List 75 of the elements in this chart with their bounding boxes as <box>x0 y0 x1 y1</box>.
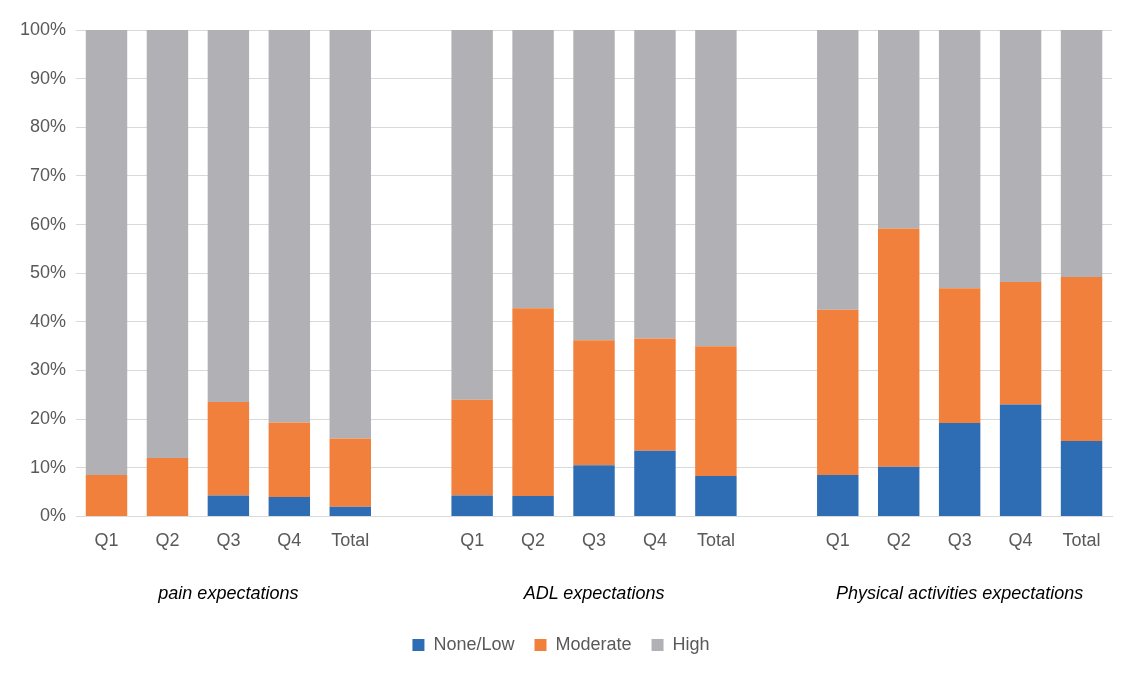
bar <box>999 30 1042 282</box>
bar <box>634 30 676 339</box>
y-tick-label: 100% <box>19 18 67 39</box>
bar <box>268 30 311 423</box>
text: ADL expectations <box>522 583 665 603</box>
y-tick-label: 10% <box>30 456 67 477</box>
x-tick-label: Q3 <box>216 530 241 551</box>
y-tick-label: 0% <box>40 505 67 526</box>
bar <box>817 30 859 310</box>
x-tick-label: Q3 <box>947 530 972 551</box>
x-tick-label: Total <box>696 530 735 551</box>
bar <box>85 475 128 516</box>
x-tick-label: Q2 <box>521 530 546 551</box>
bar <box>512 308 554 496</box>
bar <box>329 30 371 439</box>
bar <box>329 506 371 516</box>
legend-label: None/Low <box>433 633 516 654</box>
bar <box>1060 277 1103 442</box>
legend-label: Moderate <box>555 633 632 654</box>
bar <box>451 495 493 516</box>
bar <box>817 475 859 516</box>
bar <box>1060 30 1103 278</box>
bar <box>573 465 615 516</box>
bar <box>329 438 371 507</box>
x-tick-label: Q2 <box>886 530 911 551</box>
x-tick-label: Q3 <box>582 530 607 551</box>
bar <box>938 30 981 289</box>
x-tick-label: Total <box>331 530 370 551</box>
bar <box>268 422 311 497</box>
bar <box>634 338 676 451</box>
bar <box>877 466 920 516</box>
bar <box>268 496 311 516</box>
bar <box>85 30 128 476</box>
bar <box>877 228 920 467</box>
y-tick-label: 30% <box>30 359 67 380</box>
bar <box>999 281 1042 405</box>
bar <box>146 458 189 516</box>
bar <box>999 404 1042 516</box>
y-tick-label: 80% <box>30 116 67 137</box>
y-tick-label: 70% <box>30 164 67 185</box>
x-tick-label: Q4 <box>1008 530 1033 551</box>
bar <box>451 399 493 496</box>
bar <box>817 309 859 476</box>
x-tick-label: Q1 <box>94 530 119 551</box>
y-tick-label: 40% <box>30 310 67 331</box>
bar <box>634 450 676 516</box>
bar <box>207 495 250 516</box>
bar <box>938 288 981 424</box>
bar <box>573 30 615 341</box>
bar <box>1060 441 1103 516</box>
bar <box>573 340 615 466</box>
y-tick-label: 50% <box>30 262 67 283</box>
bar <box>146 30 189 459</box>
x-tick-label: Q4 <box>642 530 667 551</box>
bar <box>512 30 554 309</box>
y-tick-label: 20% <box>30 408 67 429</box>
bar <box>512 495 554 516</box>
text: pain expectations <box>157 583 299 603</box>
y-tick-label: 90% <box>30 67 67 88</box>
y-tick-label: 60% <box>30 213 67 234</box>
x-tick-label: Total <box>1062 530 1101 551</box>
bar <box>207 402 250 496</box>
legend-label: High <box>672 633 710 654</box>
bar <box>451 30 493 400</box>
bar <box>695 346 737 477</box>
x-tick-label: Q4 <box>277 530 302 551</box>
bar <box>938 423 981 516</box>
text: Physical activities expectations <box>836 583 1084 603</box>
bar <box>877 30 920 229</box>
x-tick-label: Q1 <box>825 530 850 551</box>
bar <box>207 30 250 403</box>
bar <box>695 476 737 516</box>
x-tick-label: Q2 <box>155 530 180 551</box>
bar <box>695 30 737 347</box>
x-tick-label: Q1 <box>460 530 485 551</box>
